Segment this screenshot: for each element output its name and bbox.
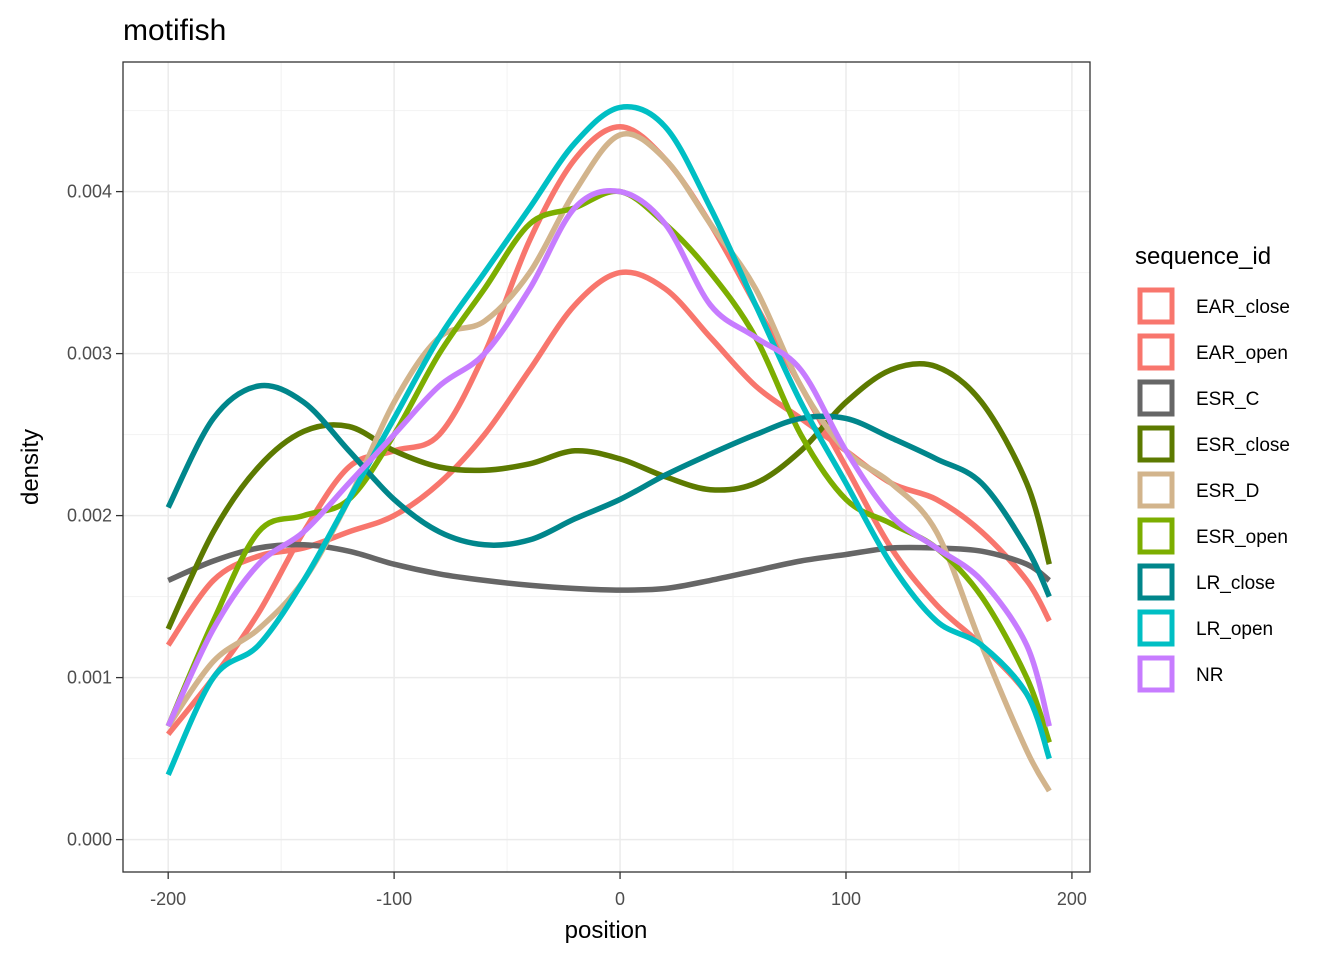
- y-axis: 0.000 0.001 0.002 0.003 0.004: [67, 182, 123, 850]
- legend-label-ear-close: EAR_close: [1196, 297, 1290, 318]
- series-line-nr: [165, 187, 1052, 728]
- plot-panel: [122, 61, 1091, 873]
- legend-key-esr-close: [1137, 425, 1175, 463]
- y-tick-label: 0.001: [67, 668, 112, 688]
- legend-key-ear-close: [1137, 287, 1175, 325]
- legend-title: sequence_id: [1135, 243, 1271, 270]
- legend-key-lr-close: [1137, 563, 1175, 601]
- x-tick-label: -100: [376, 889, 412, 909]
- legend-key-esr-c: [1137, 379, 1175, 417]
- legend-label-esr-d: ESR_D: [1196, 481, 1259, 502]
- y-tick-label: 0.002: [67, 506, 112, 526]
- chart-title: motifish: [123, 14, 226, 47]
- legend-key-esr-open: [1137, 517, 1175, 555]
- legend-label-lr-close: LR_close: [1196, 573, 1275, 594]
- plot-background: [123, 62, 1090, 872]
- x-tick-label: 100: [831, 889, 861, 909]
- y-tick-label: 0.000: [67, 830, 112, 850]
- series-line-lr-open: [165, 104, 1052, 776]
- legend-label-nr: NR: [1196, 665, 1223, 686]
- plot-border: [122, 61, 1091, 873]
- x-tick-label: 0: [615, 889, 625, 909]
- y-axis-title: density: [17, 429, 44, 505]
- legend-key-esr-d: [1137, 471, 1175, 509]
- series-line-esr-c: [167, 541, 1052, 593]
- series-line-esr-close: [165, 360, 1052, 631]
- x-axis-title: position: [565, 917, 648, 944]
- x-tick-label: 200: [1057, 889, 1087, 909]
- legend-label-lr-open: LR_open: [1196, 619, 1273, 640]
- legend: sequence_id EAR_close EAR_open ESR_C ESR_cl…: [1135, 243, 1290, 693]
- legend-key-nr: [1137, 655, 1175, 693]
- legend-key-lr-open: [1137, 609, 1175, 647]
- legend-items: EAR_close EAR_open ESR_C ESR_close ESR_D ESR_…: [1137, 287, 1290, 693]
- x-axis: -200 -100 0 100 200: [150, 872, 1087, 909]
- y-tick-label: 0.004: [67, 182, 112, 202]
- legend-label-esr-close: ESR_close: [1196, 435, 1290, 456]
- series-line-lr-close: [165, 382, 1052, 598]
- series-lines: [165, 104, 1052, 793]
- x-tick-label: -200: [150, 889, 186, 909]
- legend-label-esr-open: ESR_open: [1196, 527, 1288, 548]
- legend-label-esr-c: ESR_C: [1196, 389, 1259, 410]
- legend-label-ear-open: EAR_open: [1196, 343, 1288, 364]
- legend-key-ear-open: [1137, 333, 1175, 371]
- y-tick-label: 0.003: [67, 344, 112, 364]
